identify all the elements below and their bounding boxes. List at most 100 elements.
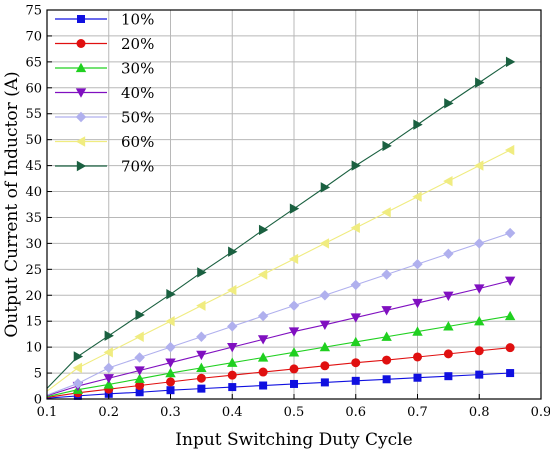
series-line bbox=[46, 372, 511, 399]
data-point bbox=[381, 207, 391, 218]
data-point bbox=[320, 378, 329, 387]
data-point bbox=[444, 372, 453, 381]
y-tick-label: 25 bbox=[25, 263, 42, 278]
data-point bbox=[72, 362, 83, 374]
data-point bbox=[134, 366, 145, 376]
data-point bbox=[474, 160, 484, 171]
data-point bbox=[320, 361, 330, 371]
data-point bbox=[135, 309, 145, 321]
data-point bbox=[196, 300, 206, 311]
data-point bbox=[134, 352, 145, 363]
data-point bbox=[443, 321, 454, 331]
series-line bbox=[46, 232, 511, 396]
data-point bbox=[412, 258, 423, 270]
series-line bbox=[46, 315, 511, 398]
legend-item: 40% bbox=[55, 84, 154, 102]
data-point bbox=[196, 362, 207, 373]
x-tick-label: 0.3 bbox=[160, 405, 181, 420]
series-10pct bbox=[46, 369, 515, 400]
axis-ticks: 0.1 0.2 0.3 0.4 0.5 0.6 0.7 0.8 0.9 0 5 10 15 20 25 30 3… bbox=[25, 4, 550, 421]
series-layer bbox=[46, 56, 516, 400]
data-point bbox=[103, 379, 114, 389]
legend-item: 30% bbox=[55, 60, 154, 78]
y-tick-label: 60 bbox=[25, 81, 42, 96]
legend-item: 60% bbox=[55, 133, 154, 151]
y-tick-label: 40 bbox=[25, 185, 42, 200]
data-point bbox=[350, 313, 361, 323]
legend-item: 70% bbox=[55, 158, 154, 176]
data-point bbox=[350, 279, 361, 291]
data-point bbox=[444, 98, 454, 109]
y-tick-label: 10 bbox=[25, 341, 42, 356]
data-point bbox=[165, 316, 175, 327]
data-point bbox=[103, 362, 114, 374]
legend-item: 50% bbox=[55, 109, 154, 127]
data-point bbox=[258, 367, 268, 377]
data-point bbox=[475, 370, 484, 379]
data-point bbox=[134, 373, 145, 383]
x-tick-label: 0.2 bbox=[98, 405, 119, 420]
data-point bbox=[227, 321, 238, 332]
data-point bbox=[475, 77, 485, 88]
y-tick-label: 70 bbox=[25, 29, 42, 44]
legend-marker bbox=[75, 88, 87, 98]
data-point bbox=[104, 330, 114, 341]
data-point bbox=[288, 327, 300, 337]
data-point bbox=[412, 326, 423, 336]
data-point bbox=[443, 291, 454, 301]
data-point bbox=[227, 357, 238, 367]
data-point bbox=[443, 175, 453, 187]
legend-label: 60% bbox=[121, 133, 154, 151]
data-point bbox=[103, 374, 114, 384]
legend-label: 20% bbox=[121, 35, 154, 53]
data-point bbox=[196, 331, 207, 342]
data-point bbox=[257, 269, 268, 280]
data-point bbox=[320, 182, 331, 193]
data-point bbox=[289, 203, 300, 214]
legend-label: 50% bbox=[121, 109, 154, 127]
data-point bbox=[382, 355, 392, 365]
y-tick-label: 55 bbox=[25, 107, 42, 122]
x-tick-label: 0.5 bbox=[284, 405, 305, 420]
legend-item: 20% bbox=[55, 35, 154, 53]
data-point bbox=[288, 347, 300, 357]
data-point bbox=[197, 384, 206, 393]
legend-label: 70% bbox=[121, 158, 154, 176]
data-point bbox=[381, 306, 392, 316]
y-axis-title: Output Current of Inductor (A) bbox=[2, 71, 22, 337]
data-point bbox=[474, 238, 485, 249]
legend-marker bbox=[75, 111, 87, 123]
data-point bbox=[72, 378, 84, 389]
data-point bbox=[257, 352, 269, 362]
data-point bbox=[382, 375, 391, 384]
data-point bbox=[227, 342, 238, 353]
data-point bbox=[319, 238, 330, 249]
data-point bbox=[258, 224, 269, 236]
data-point bbox=[319, 341, 331, 352]
data-point bbox=[196, 373, 206, 383]
data-point bbox=[135, 388, 144, 397]
data-point bbox=[350, 222, 360, 234]
data-point bbox=[227, 284, 237, 296]
x-tick-label: 0.8 bbox=[469, 405, 490, 420]
data-point bbox=[413, 373, 422, 382]
data-point bbox=[290, 379, 298, 388]
data-point bbox=[73, 351, 84, 362]
y-tick-label: 50 bbox=[25, 133, 42, 148]
data-point bbox=[351, 358, 361, 368]
data-point bbox=[504, 227, 516, 239]
series-30pct bbox=[46, 310, 516, 398]
legend-label: 40% bbox=[121, 84, 154, 102]
data-point bbox=[135, 381, 145, 391]
data-point bbox=[412, 191, 422, 202]
data-point bbox=[381, 331, 392, 341]
data-point bbox=[504, 310, 516, 321]
data-point bbox=[351, 160, 361, 171]
data-point bbox=[197, 267, 207, 278]
legend-marker bbox=[77, 15, 85, 23]
x-tick-label: 0.6 bbox=[345, 405, 366, 420]
data-point bbox=[350, 336, 361, 347]
x-tick-label: 0.4 bbox=[222, 405, 243, 420]
x-tick-label: 0.9 bbox=[531, 405, 550, 420]
